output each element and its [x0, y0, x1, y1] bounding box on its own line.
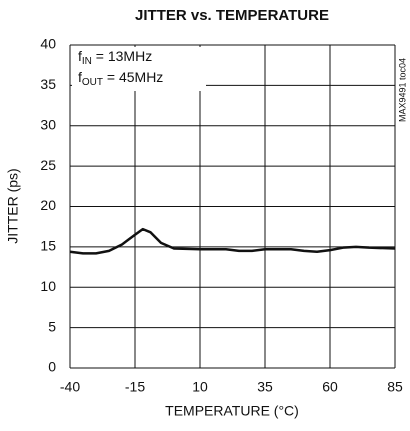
- annotation-text: f: [78, 69, 82, 85]
- annotation-text: f: [78, 48, 82, 64]
- chart-title: JITTER vs. TEMPERATURE: [135, 7, 329, 24]
- annotation-suffix: = 45MHz: [103, 69, 163, 85]
- y-tick-label: 35: [40, 76, 56, 92]
- side-label: MAX9491 toc04: [397, 58, 407, 122]
- y-tick-label: 10: [40, 278, 56, 294]
- annotation: fOUT = 45MHz: [78, 69, 163, 88]
- y-tick-label: 40: [40, 36, 56, 52]
- y-tick-label: 15: [40, 238, 56, 254]
- annotation: fIN = 13MHz: [78, 48, 152, 67]
- y-tick-label: 20: [40, 197, 56, 213]
- annotation-subscript: IN: [82, 56, 92, 67]
- y-tick-label: 0: [48, 359, 56, 375]
- y-axis-label: JITTER (ps): [5, 168, 21, 243]
- x-tick-label: -15: [125, 379, 145, 395]
- data-line: [69, 227, 396, 255]
- annotation-subscript: OUT: [82, 77, 103, 88]
- x-axis-label: TEMPERATURE (°C): [165, 403, 299, 419]
- y-tick-label: 30: [40, 116, 56, 132]
- y-tick-label: 5: [48, 318, 56, 334]
- annotation-suffix: = 13MHz: [92, 48, 152, 64]
- annotation-background: [72, 47, 206, 91]
- x-tick-label: 10: [192, 379, 208, 395]
- x-tick-label: 60: [322, 379, 338, 395]
- x-tick-label: 35: [257, 379, 273, 395]
- y-tick-label: 25: [40, 157, 56, 173]
- x-tick-label: -40: [60, 379, 80, 395]
- x-tick-label: 85: [387, 379, 403, 395]
